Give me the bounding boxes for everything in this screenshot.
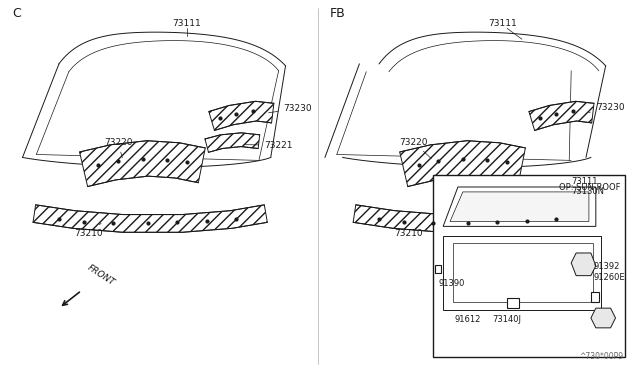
Polygon shape	[571, 253, 596, 276]
Polygon shape	[205, 133, 260, 152]
Text: 73220: 73220	[104, 138, 132, 158]
Text: 73111: 73111	[488, 19, 516, 28]
Text: 73230: 73230	[269, 104, 312, 113]
Text: OP: SUN ROOF: OP: SUN ROOF	[559, 183, 620, 192]
Text: FB: FB	[330, 7, 346, 20]
Bar	[435, 265, 441, 273]
Bar	[591, 292, 599, 302]
Text: 73221: 73221	[244, 141, 292, 150]
Polygon shape	[79, 141, 205, 186]
Text: 91390: 91390	[438, 279, 465, 288]
Bar	[507, 298, 519, 308]
Bar	[433, 175, 625, 357]
Polygon shape	[591, 308, 616, 328]
Polygon shape	[529, 101, 594, 131]
Polygon shape	[353, 205, 588, 232]
Text: 91260E: 91260E	[594, 273, 625, 282]
Text: 73130N: 73130N	[571, 187, 604, 196]
Text: 91612: 91612	[454, 315, 481, 324]
Text: 73220: 73220	[399, 138, 431, 158]
Polygon shape	[209, 101, 274, 131]
Polygon shape	[33, 205, 268, 232]
Text: 73210: 73210	[74, 223, 103, 238]
Text: 73111: 73111	[571, 177, 598, 186]
Text: 73230: 73230	[589, 103, 625, 112]
Text: 73111: 73111	[173, 19, 202, 28]
Text: 73210: 73210	[394, 223, 423, 238]
Text: 91392: 91392	[594, 262, 620, 271]
Text: C: C	[13, 7, 21, 20]
Text: FRONT: FRONT	[86, 263, 116, 288]
Polygon shape	[450, 192, 589, 221]
Text: ^730*00P9: ^730*00P9	[579, 352, 623, 361]
Text: 73140J: 73140J	[493, 315, 522, 324]
Polygon shape	[400, 141, 525, 186]
